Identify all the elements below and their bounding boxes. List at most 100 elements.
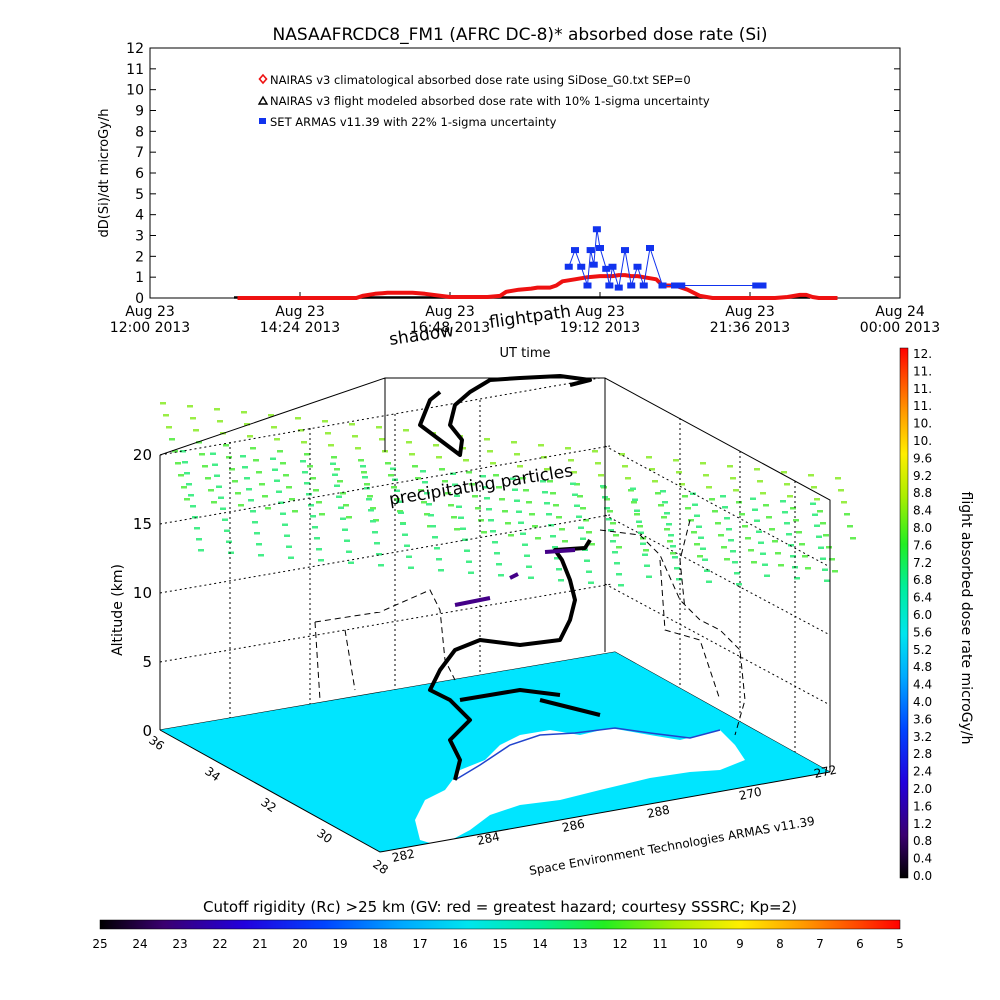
armas-point: [608, 263, 617, 270]
particle-dot: [379, 438, 385, 441]
coastline-land: [415, 728, 745, 846]
particle-dot: [283, 474, 289, 477]
particle-dot: [445, 492, 451, 495]
particle-dot: [160, 402, 166, 405]
dose-colorbar-tick-label: 11.: [913, 399, 932, 413]
grid-line: [159, 445, 611, 525]
particle-dot: [482, 486, 488, 489]
particle-dot: [331, 456, 337, 459]
particle-dot: [448, 504, 454, 507]
particle-dot: [676, 471, 682, 474]
particle-dot: [172, 450, 178, 453]
dose-colorbar-tick-label: 10.: [913, 417, 932, 431]
particle-dot: [487, 450, 493, 453]
particle-dot: [348, 561, 354, 564]
dose-colorbar-tick-label: 2.4: [913, 765, 932, 779]
particle-dot: [610, 540, 616, 543]
particle-dot: [328, 444, 334, 447]
longitude-tick-label: 270: [738, 784, 763, 802]
particle-dot: [816, 535, 822, 538]
x-tick-label: Aug 24: [875, 304, 925, 320]
longitude-tick-label: 286: [561, 816, 586, 834]
dose-colorbar-tick-label: 3.6: [913, 712, 932, 726]
particle-dot: [542, 491, 548, 494]
particle-dot: [754, 468, 760, 471]
particle-dot: [706, 580, 712, 583]
particle-dot: [397, 510, 403, 513]
legend: NAIRAS v3 climatological absorbed dose r…: [257, 73, 710, 129]
particle-dot: [558, 579, 564, 582]
rigidity-colorbar-tick-label: 25: [92, 937, 107, 951]
particle-dot: [295, 417, 301, 420]
particle-dot: [190, 417, 196, 420]
particle-dot: [658, 504, 664, 507]
particle-dot: [704, 569, 710, 572]
particle-dot: [464, 549, 470, 552]
particle-dot: [184, 472, 190, 475]
particle-dot: [426, 503, 432, 506]
particle-dot: [820, 522, 826, 525]
particle-dot: [307, 465, 313, 468]
particle-dot: [424, 492, 430, 495]
particle-dot: [512, 488, 518, 491]
y-axis-label: dD(Si)/dt microGy/h: [97, 109, 112, 238]
particle-dot: [528, 576, 534, 579]
particle-dot: [216, 485, 222, 488]
dose-colorbar-tick-label: 1.2: [913, 817, 932, 831]
particle-dot: [660, 490, 666, 493]
dose-colorbar: 12. 11. 11. 11. 10. 10. 9.6 9.2 8.8 8.4 8.0 7.6 7.2 6…: [899, 347, 974, 883]
particle-dot: [511, 441, 517, 444]
particle-dot: [562, 540, 568, 543]
particle-dot: [610, 522, 616, 525]
particle-dot: [618, 584, 624, 587]
particle-dot: [664, 528, 670, 531]
particle-dot: [488, 519, 494, 522]
particle-dot: [199, 453, 205, 456]
altitude-ticks: 0 5 10 15 20: [133, 446, 152, 740]
rigidity-colorbar-tick-label: 9: [736, 937, 744, 951]
particle-dot: [452, 483, 458, 486]
particle-dot: [810, 502, 816, 505]
particle-dot: [223, 444, 229, 447]
x-tick-label: 14:24 2013: [260, 320, 340, 336]
particle-dot: [706, 486, 712, 489]
particle-dot: [709, 498, 715, 501]
rigidity-colorbar-tick-label: 16: [452, 937, 467, 951]
dose-colorbar-tick-label: 7.2: [913, 556, 932, 570]
particle-dot: [344, 539, 350, 542]
particle-dot: [799, 543, 805, 546]
particle-dot: [614, 562, 620, 565]
particle-dot: [637, 525, 643, 528]
armas-point: [586, 247, 595, 254]
particle-dot: [730, 477, 736, 480]
particle-dot: [289, 498, 295, 501]
particle-dot: [226, 456, 232, 459]
particle-dot: [282, 523, 288, 526]
particle-dot: [782, 511, 788, 514]
box-front-edges: [159, 455, 831, 853]
armas-point: [577, 263, 586, 270]
particle-dot: [638, 531, 644, 534]
particle-dot: [554, 557, 560, 560]
particle-dot: [358, 459, 364, 462]
armas-point: [564, 263, 573, 270]
particle-dot: [450, 472, 456, 475]
particle-dot: [679, 483, 685, 486]
particle-dot: [402, 533, 408, 536]
particle-dot: [362, 476, 368, 479]
particle-dot: [572, 493, 578, 496]
particle-dot: [332, 473, 338, 476]
particle-dot: [244, 477, 250, 480]
particle-dot: [466, 471, 472, 474]
particle-dot: [694, 514, 700, 517]
dose-colorbar-tick-label: 7.6: [913, 538, 932, 552]
latitude-tick-label: 28: [370, 857, 391, 877]
armas-point: [589, 261, 598, 268]
particle-dot: [272, 468, 278, 471]
particle-dot: [568, 459, 574, 462]
particle-dot: [454, 528, 460, 531]
particle-dot: [406, 441, 412, 444]
particle-dot: [691, 531, 697, 534]
particle-dot: [388, 474, 394, 477]
y-tick-label: 11: [126, 62, 144, 78]
